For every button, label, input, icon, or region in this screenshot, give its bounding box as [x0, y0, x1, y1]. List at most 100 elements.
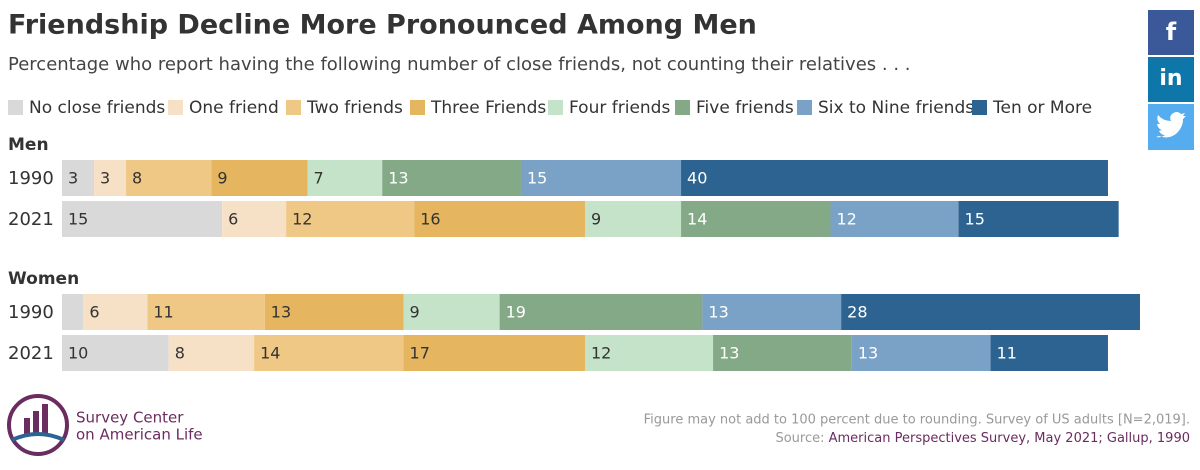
- value-label: 9: [217, 169, 227, 188]
- value-label: 16: [420, 210, 440, 229]
- legend-label: One friend: [189, 98, 279, 118]
- value-label: 13: [388, 169, 408, 188]
- bar-segment: [584, 201, 682, 237]
- source: Source: American Perspectives Survey, Ma…: [775, 431, 1190, 446]
- bar-segment: [286, 201, 415, 237]
- value-label: 17: [410, 344, 430, 363]
- value-label: 28: [847, 303, 867, 322]
- legend-label: No close friends: [29, 98, 165, 118]
- value-label: 8: [175, 344, 185, 363]
- value-label: 15: [68, 210, 88, 229]
- legend-label: Three Friends: [430, 98, 546, 118]
- footnote: Figure may not add to 100 percent due to…: [644, 413, 1190, 428]
- value-label: 13: [858, 344, 878, 363]
- legend-swatch: [410, 100, 425, 115]
- logo: Survey Center on American Life: [7, 394, 203, 456]
- value-label: 40: [687, 169, 707, 188]
- bar-segment: [681, 201, 831, 237]
- source-link[interactable]: American Perspectives Survey, May 2021; …: [829, 431, 1190, 446]
- legend-label: Ten or More: [992, 98, 1092, 118]
- value-label: 11: [153, 303, 173, 322]
- share-bar: f in: [1148, 10, 1194, 150]
- value-label: 7: [313, 169, 323, 188]
- source-label: Source:: [775, 431, 824, 446]
- bar-segment: [584, 335, 714, 371]
- value-label: 12: [836, 210, 856, 229]
- bar-segment: [958, 201, 1119, 237]
- logo-bar: [33, 411, 39, 434]
- group-label: Women: [8, 269, 79, 289]
- bar-segment: [307, 160, 383, 196]
- value-label: 11: [997, 344, 1017, 363]
- bar-segment: [841, 294, 1140, 330]
- legend-label: Six to Nine friends: [818, 98, 974, 118]
- chart-title: Friendship Decline More Pronounced Among…: [8, 10, 757, 41]
- linkedin-button[interactable]: [1148, 57, 1194, 102]
- value-label: 3: [100, 169, 110, 188]
- value-label: 8: [132, 169, 142, 188]
- bar-segment: [681, 160, 1108, 196]
- legend-swatch: [8, 100, 23, 115]
- value-label: 13: [719, 344, 739, 363]
- bar-segment: [520, 160, 682, 196]
- value-label: 9: [591, 210, 601, 229]
- value-label: 12: [292, 210, 312, 229]
- bar-segment: [830, 201, 959, 237]
- legend-label: Two friends: [306, 98, 403, 118]
- legend-swatch: [675, 100, 690, 115]
- legend-label: Four friends: [569, 98, 670, 118]
- bar-segment: [83, 294, 148, 330]
- facebook-button[interactable]: [1148, 10, 1194, 55]
- logo-wave: [11, 432, 65, 442]
- legend-swatch: [168, 100, 183, 115]
- twitter-icon: [1156, 112, 1186, 138]
- row-label: 1990: [8, 302, 54, 323]
- value-label: 13: [708, 303, 728, 322]
- value-label: 3: [68, 169, 78, 188]
- row-label: 1990: [8, 168, 54, 189]
- legend-swatch: [797, 100, 812, 115]
- value-label: 10: [68, 344, 88, 363]
- value-label: 15: [527, 169, 547, 188]
- bar-segment: [403, 294, 500, 330]
- bar-segment: [94, 160, 127, 196]
- value-label: 13: [271, 303, 291, 322]
- bar-segment: [222, 201, 287, 237]
- logo-ring: [7, 394, 69, 456]
- bar-segment: [168, 335, 255, 371]
- bar-segment: [62, 201, 223, 237]
- legend-swatch: [972, 100, 987, 115]
- value-label: 6: [228, 210, 238, 229]
- bar-segment: [62, 294, 84, 330]
- bar-segment: [382, 160, 521, 196]
- logo-text: Survey Center: [76, 409, 184, 427]
- bar-segment: [702, 294, 842, 330]
- bar-segment: [147, 294, 265, 330]
- value-label: 6: [89, 303, 99, 322]
- bar-segment: [62, 335, 169, 371]
- bar-segment: [211, 160, 308, 196]
- group-label: Men: [8, 135, 49, 155]
- logo-text: on American Life: [76, 426, 203, 444]
- bar-segment: [713, 335, 852, 371]
- logo-bar: [42, 404, 48, 434]
- bar-segment: [851, 335, 991, 371]
- bar-segment: [62, 160, 95, 196]
- row-label: 2021: [8, 209, 54, 230]
- bar-segment: [264, 294, 404, 330]
- value-label: 12: [591, 344, 611, 363]
- legend-label: Five friends: [696, 98, 794, 118]
- bar-segment: [499, 294, 703, 330]
- legend-swatch: [548, 100, 563, 115]
- logo-bar: [24, 418, 30, 434]
- bar-segment: [126, 160, 212, 196]
- linkedin-icon: in: [1159, 66, 1182, 91]
- bar-segment: [254, 335, 404, 371]
- row-label: 2021: [8, 343, 54, 364]
- chart-subtitle: Percentage who report having the followi…: [8, 54, 911, 75]
- bar-segment: [414, 201, 585, 237]
- legend-swatch: [286, 100, 301, 115]
- value-label: 14: [260, 344, 280, 363]
- facebook-icon: f: [1166, 18, 1177, 46]
